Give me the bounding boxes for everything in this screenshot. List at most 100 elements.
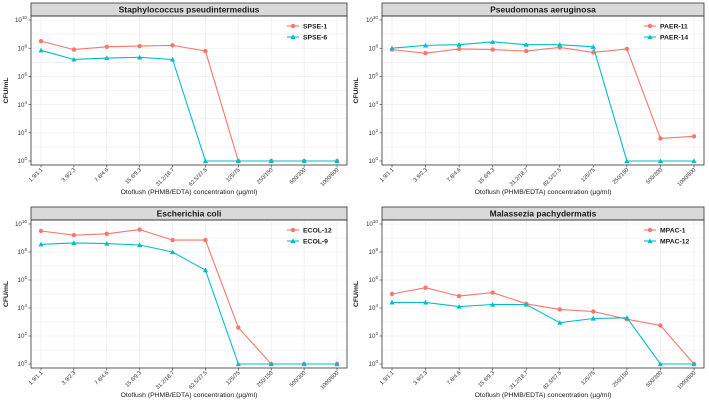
data-point-ecol-12 <box>236 325 241 330</box>
data-point-mpac-12 <box>624 315 630 320</box>
data-point-spse-6 <box>301 158 307 164</box>
legend-key-marker <box>290 227 296 233</box>
data-point-paer-14 <box>557 42 563 47</box>
series-line-mpac-1 <box>391 287 695 365</box>
x-tick-label: 3.9/2.3 <box>413 370 429 386</box>
panel-title: Staphylococcus pseudintermedius <box>119 5 260 15</box>
y-tick-label: 100 <box>18 359 28 368</box>
data-point-paer-14 <box>456 42 462 47</box>
data-point-mpac-12 <box>691 361 697 367</box>
panel-3: Escherichia coli 100 102 104 106 108 1010 1.9/1… <box>3 206 348 399</box>
data-point-mpac-12 <box>389 299 395 305</box>
y-tick-label: 100 <box>369 359 379 368</box>
x-tick-label: 500/300 <box>289 167 308 186</box>
data-point-spse-6 <box>169 56 176 62</box>
legend-label: SPSE-6 <box>303 34 327 41</box>
data-point-paer-14 <box>691 158 697 164</box>
panel-1: Staphylococcus pseudintermedius 100 102 104… <box>3 2 348 196</box>
data-point-paer-11 <box>624 46 630 52</box>
series-line-ecol-9 <box>40 242 337 365</box>
data-point-mpac-1 <box>591 309 596 314</box>
data-point-ecol-9 <box>169 249 176 255</box>
legend-key-marker <box>290 238 296 244</box>
x-tick-label: 1.9/1.1 <box>28 167 44 183</box>
panel-border <box>30 15 348 166</box>
x-tick-label: 62.5/37.5 <box>542 370 563 391</box>
series-line-mpac-12 <box>392 301 694 365</box>
data-point-mpac-12 <box>422 299 429 305</box>
x-axis-title: Otoflush (PHMB/EDTA) concentration (µg/m… <box>121 189 258 196</box>
y-tick-label: 106 <box>18 275 28 284</box>
legend-key-marker <box>647 227 653 233</box>
y-tick-label: 102 <box>369 331 379 340</box>
data-point-spse-1 <box>104 44 109 49</box>
x-tick-label: 31.2/18.7 <box>509 370 530 391</box>
data-point-mpac-1 <box>456 293 462 299</box>
y-tick-label: 100 <box>18 156 28 165</box>
series-line-ecol-12 <box>40 229 337 365</box>
panel-2: Pseudomonas aeruginosa 100 102 104 106 108 101… <box>353 2 705 196</box>
data-point-ecol-9 <box>104 241 110 246</box>
x-axis-title: Otoflush (PHMB/EDTA) concentration (µg/m… <box>121 392 258 399</box>
data-point-ecol-12 <box>38 228 44 234</box>
x-tick-label: 1000/600 <box>677 167 698 188</box>
legend-label: ECOL-12 <box>303 227 332 234</box>
data-point-mpac-1 <box>389 291 395 297</box>
x-tick-label: 250/150 <box>256 370 275 389</box>
y-tick-label: 104 <box>369 303 379 312</box>
data-point-paer-11 <box>658 136 663 141</box>
panel-4: Malassezia pachydermatis 100 102 104 106 108 1… <box>353 206 705 399</box>
legend-label: SPSE-1 <box>303 23 327 30</box>
data-point-ecol-9 <box>268 361 274 367</box>
y-tick-label: 106 <box>369 72 379 81</box>
y-tick-label: 102 <box>369 128 379 137</box>
y-tick-label: 102 <box>18 331 28 340</box>
data-point-mpac-1 <box>557 307 562 312</box>
panel-title: Malassezia pachydermatis <box>490 209 597 219</box>
x-tick-label: 125/75 <box>225 370 241 386</box>
data-point-mpac-12 <box>523 301 529 307</box>
data-point-mpac-12 <box>657 361 664 367</box>
data-point-paer-11 <box>524 48 529 54</box>
y-tick-label: 106 <box>369 275 379 284</box>
data-point-ecol-9 <box>235 361 241 367</box>
x-tick-label: 125/75 <box>580 167 596 183</box>
data-point-ecol-9 <box>334 361 340 367</box>
panel-title: Escherichia coli <box>157 209 222 219</box>
y-tick-label: 108 <box>369 43 379 52</box>
panel-border <box>381 15 705 166</box>
data-point-spse-6 <box>38 47 44 53</box>
data-point-mpac-1 <box>658 323 663 328</box>
y-axis-title: CFU/mL <box>353 281 360 307</box>
x-tick-label: 15.6/9.3 <box>125 370 144 389</box>
data-point-ecol-12 <box>170 237 175 243</box>
data-point-mpac-12 <box>590 315 596 321</box>
x-tick-label: 1.9/1.1 <box>379 167 395 183</box>
series-line-paer-11 <box>391 46 695 140</box>
data-point-paer-11 <box>691 134 697 139</box>
x-tick-label: 500/300 <box>289 370 308 389</box>
data-point-ecol-12 <box>137 227 142 232</box>
data-point-spse-1 <box>38 38 44 44</box>
legend-label: PAER-14 <box>660 34 688 41</box>
x-tick-label: 1000/600 <box>677 370 698 391</box>
x-tick-label: 62.5/37.5 <box>542 167 563 188</box>
data-point-spse-6 <box>137 54 143 60</box>
data-point-ecol-12 <box>203 237 208 243</box>
legend-key-marker <box>290 23 296 29</box>
data-point-paer-11 <box>456 46 462 52</box>
y-axis-title: CFU/mL <box>3 77 10 103</box>
data-point-spse-6 <box>268 158 274 164</box>
x-tick-label: 7.8/4.6 <box>446 370 462 386</box>
legend-label: PAER-11 <box>660 23 688 30</box>
x-axis-title: Otoflush (PHMB/EDTA) concentration (µg/m… <box>475 392 612 399</box>
y-tick-label: 100 <box>369 156 379 165</box>
x-tick-label: 125/75 <box>580 370 596 386</box>
data-point-paer-14 <box>657 158 664 164</box>
data-point-mpac-1 <box>490 290 495 295</box>
y-tick-label: 104 <box>18 303 28 312</box>
data-point-mpac-12 <box>490 301 496 307</box>
data-point-ecol-12 <box>71 233 77 238</box>
x-tick-label: 1.9/1.1 <box>28 370 44 386</box>
y-tick-label: 102 <box>18 128 28 137</box>
